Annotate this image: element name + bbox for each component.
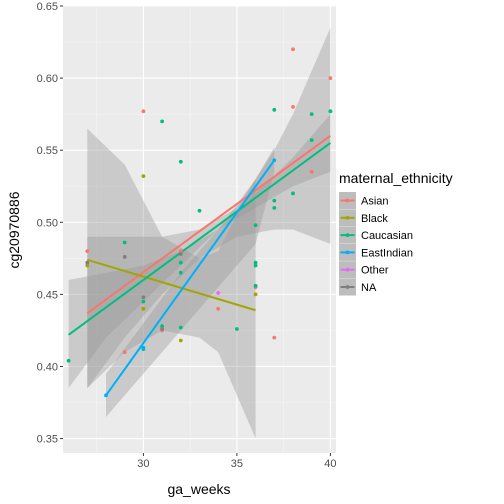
confidence-band-black xyxy=(87,128,256,439)
legend-key-caucasian xyxy=(339,226,356,244)
legend: maternal_ethnicity Asian Black Caucasian Ea… xyxy=(339,170,453,296)
legend-label-na: NA xyxy=(361,282,377,294)
data-point-eastindian xyxy=(272,158,277,163)
plot-panel xyxy=(63,6,336,453)
data-point-caucasian xyxy=(253,263,258,268)
data-point-caucasian xyxy=(178,270,183,275)
data-point-na xyxy=(85,260,90,265)
data-point-caucasian xyxy=(328,109,333,114)
y-axis-ticks: 0.35 0.40 0.45 0.50 0.55 0.60 0.65 xyxy=(37,1,63,446)
data-point-caucasian xyxy=(160,324,165,329)
data-point-caucasian xyxy=(178,159,183,164)
data-point-black xyxy=(85,263,90,268)
data-point-caucasian xyxy=(272,107,277,112)
y-tick-label: 0.50 xyxy=(37,217,58,229)
data-point-caucasian xyxy=(272,198,277,203)
y-tick-label: 0.55 xyxy=(37,145,58,157)
x-axis-title: ga_weeks xyxy=(167,481,230,497)
data-point-caucasian xyxy=(309,112,314,117)
fit-lines xyxy=(68,134,331,396)
y-tick-label: 0.35 xyxy=(37,434,58,446)
legend-key-point xyxy=(345,267,350,272)
legend-key-point xyxy=(345,215,350,220)
data-point-caucasian xyxy=(66,358,71,363)
data-point-caucasian xyxy=(141,299,146,304)
confidence-band-asian xyxy=(87,27,331,389)
data-point-na xyxy=(141,295,146,300)
x-tick-label: 30 xyxy=(137,458,149,470)
grid-minor xyxy=(63,6,336,453)
data-point-asian xyxy=(122,350,127,354)
legend-title: maternal_ethnicity xyxy=(339,170,453,186)
legend-label-caucasian: Caucasian xyxy=(361,230,413,242)
y-tick-label: 0.45 xyxy=(37,289,58,301)
data-point-asian xyxy=(328,76,333,80)
data-point-caucasian xyxy=(122,240,127,245)
legend-label-other: Other xyxy=(361,265,389,277)
legend-key-na xyxy=(339,278,356,296)
data-point-eastindian xyxy=(104,393,108,398)
x-axis-ticks: 30 35 40 xyxy=(137,453,337,470)
fit-line-eastindian xyxy=(105,159,276,396)
data-point-asian xyxy=(216,306,221,311)
x-tick-label: 35 xyxy=(231,458,243,470)
fit-line-asian xyxy=(86,134,331,314)
fit-line-black xyxy=(87,258,256,312)
data-point-caucasian xyxy=(178,260,183,265)
data-point-eastindian xyxy=(141,345,146,350)
data-point-asian xyxy=(141,109,146,114)
data-point-asian xyxy=(178,249,183,254)
data-point-black xyxy=(178,338,183,343)
legend-label-asian: Asian xyxy=(361,196,389,208)
data-point-asian xyxy=(291,47,295,52)
legend-items: Asian Black Caucasian EastIndian Other NA xyxy=(339,192,413,296)
data-point-caucasian xyxy=(197,208,202,213)
data-point-black xyxy=(253,292,258,297)
data-point-caucasian xyxy=(309,138,314,143)
legend-key-point xyxy=(345,250,350,255)
data-point-caucasian xyxy=(160,119,165,124)
y-tick-label: 0.60 xyxy=(37,73,58,85)
legend-key-asian xyxy=(339,192,356,209)
legend-key-black xyxy=(339,209,356,227)
data-point-caucasian xyxy=(178,325,183,330)
data-point-asian xyxy=(85,249,90,254)
legend-key-point xyxy=(345,198,350,203)
fit-line-caucasian xyxy=(68,142,331,336)
data-point-na xyxy=(122,254,127,259)
data-point-caucasian xyxy=(234,327,239,331)
legend-key-point xyxy=(345,285,350,289)
legend-label-black: Black xyxy=(361,213,388,225)
x-tick-label: 40 xyxy=(324,458,336,470)
y-tick-label: 0.40 xyxy=(37,361,58,373)
legend-key-eastindian xyxy=(339,243,356,261)
legend-key-other xyxy=(339,261,356,279)
data-points xyxy=(66,47,333,398)
data-point-caucasian xyxy=(291,191,295,196)
data-point-asian xyxy=(291,105,295,109)
y-axis-title: cg20970886 xyxy=(6,191,22,268)
data-point-caucasian xyxy=(253,283,258,288)
data-point-caucasian xyxy=(253,260,258,265)
data-point-na xyxy=(160,327,165,331)
legend-label-eastindian: EastIndian xyxy=(361,247,413,259)
data-point-asian xyxy=(272,335,277,340)
data-point-na xyxy=(178,252,183,256)
data-point-black xyxy=(141,174,146,179)
data-point-other xyxy=(216,291,221,295)
data-point-caucasian xyxy=(272,205,277,210)
data-point-black xyxy=(141,306,146,311)
data-point-caucasian xyxy=(253,223,258,228)
data-point-asian xyxy=(309,169,314,174)
y-tick-label: 0.65 xyxy=(37,1,58,13)
legend-key-point xyxy=(345,233,350,238)
